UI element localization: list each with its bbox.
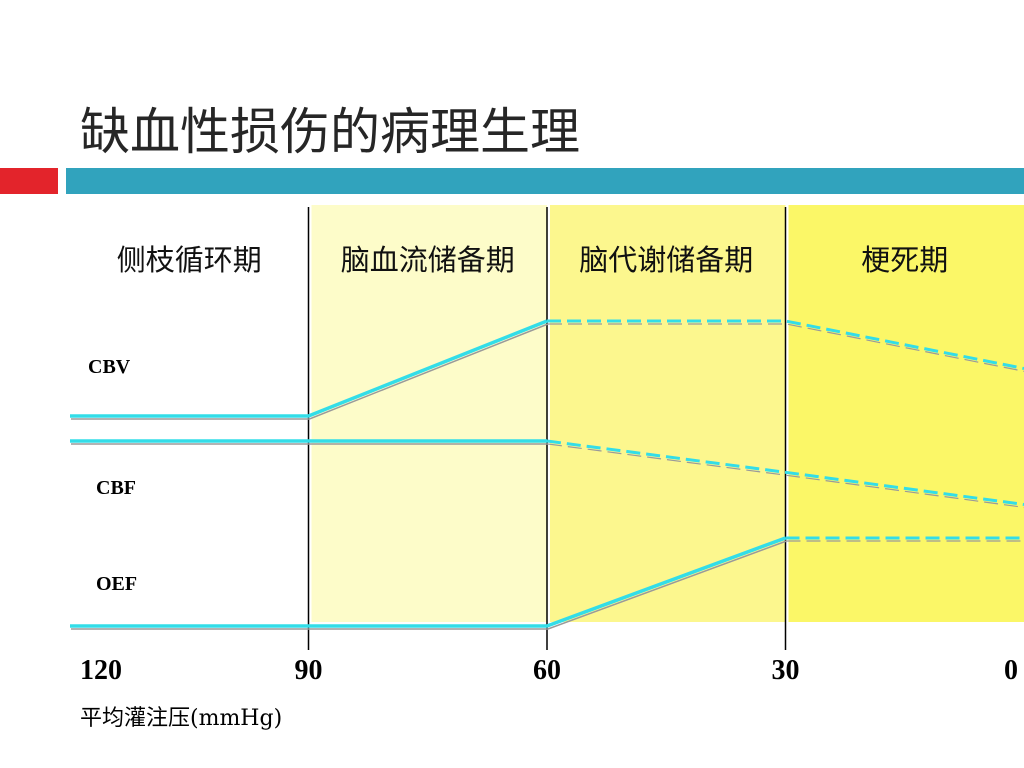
x-tick-label: 120: [80, 655, 122, 686]
phase-zone-4: [788, 205, 1024, 622]
cbv-line-dashed: [547, 319, 1024, 370]
phase-label-2: 脑血流储备期: [341, 243, 515, 277]
x-tick-label: 0: [1004, 655, 1018, 686]
slide-title: 缺血性损伤的病理生理: [80, 103, 580, 161]
title-accent-red-bar: [0, 168, 58, 194]
phase-zone-1: [73, 205, 309, 622]
phase-zone-2: [311, 205, 547, 622]
series-label-cbf: CBF: [96, 477, 136, 499]
cbf-dashed-shadow: [547, 443, 1024, 508]
x-tick-label: 90: [295, 655, 323, 686]
x-tick-label: 30: [772, 655, 800, 686]
phase-label-4: 梗死期: [861, 243, 948, 277]
phase-label-3: 脑代谢储备期: [579, 243, 753, 277]
series-label-cbv: CBV: [88, 356, 131, 378]
phase-label-1: 侧枝循环期: [117, 243, 262, 277]
x-tick-label: 60: [533, 655, 561, 686]
oef-solid-shadow: [71, 540, 787, 630]
oef-line-solid: [70, 536, 787, 628]
series-label-oef: OEF: [96, 573, 137, 595]
cbv-dashed-shadow: [548, 323, 1024, 372]
title-accent-teal-bar: [66, 168, 1024, 194]
cbv-line-solid: [70, 319, 548, 418]
x-axis-label: 平均灌注压(mmHg): [80, 706, 283, 731]
cbf-line-dashed: [546, 439, 1024, 506]
cbv-solid-shadow: [71, 323, 549, 420]
